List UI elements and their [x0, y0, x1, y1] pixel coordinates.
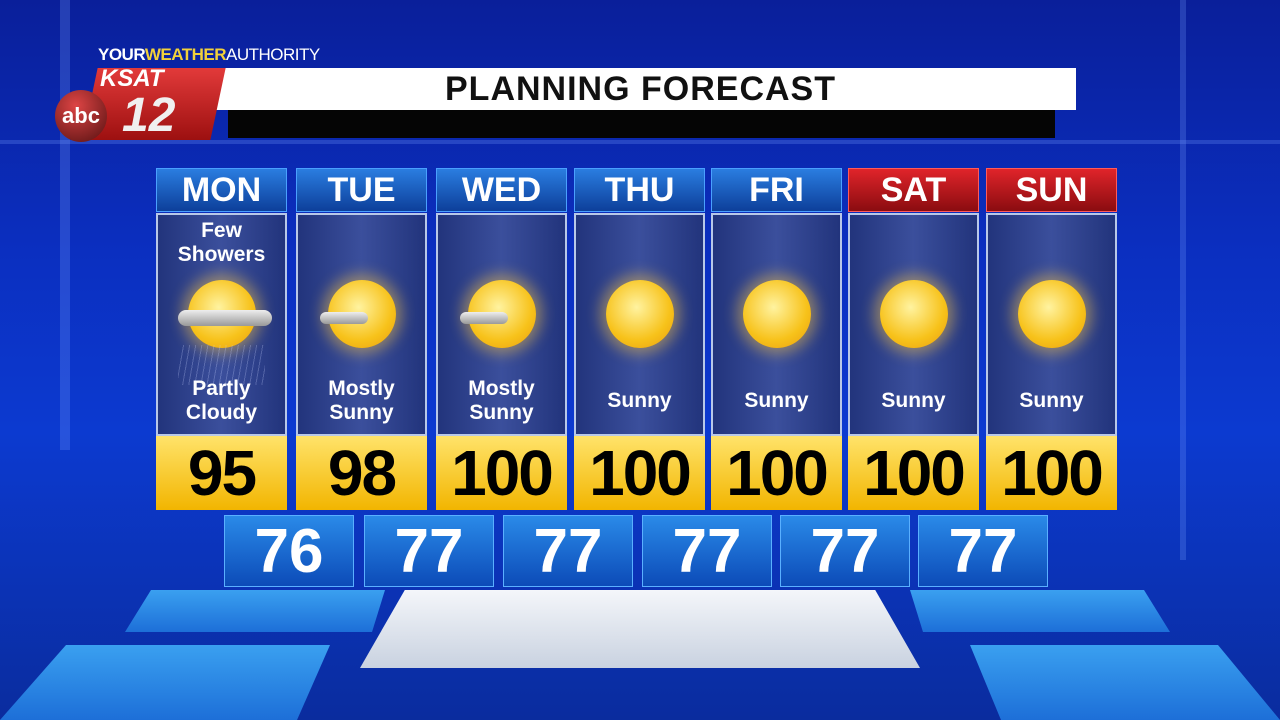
- condition-panel: Sunny: [711, 213, 842, 436]
- forecast-day-sat: SAT Sunny 100: [848, 168, 979, 510]
- day-header: THU: [574, 168, 705, 212]
- channel-number: 12: [122, 89, 176, 142]
- page-title: PLANNING FORECAST: [205, 68, 1076, 110]
- forecast-day-fri: FRI Sunny 100: [711, 168, 842, 510]
- day-header: SAT: [848, 168, 979, 212]
- floor-panel: [970, 645, 1280, 720]
- tagline-authority: AUTHORITY: [226, 45, 320, 64]
- high-temp: 100: [711, 436, 842, 510]
- condition-label: Sunny: [1019, 389, 1084, 412]
- background-stripe: [60, 0, 70, 450]
- condition-label: Sunny: [744, 389, 809, 412]
- low-temp: 77: [642, 515, 772, 587]
- background-stripe: [1180, 0, 1186, 560]
- rain-icon: [178, 345, 265, 385]
- low-temp: 77: [503, 515, 633, 587]
- background-stripe: [0, 140, 1280, 144]
- condition-panel: Few Showers Partly Cloudy: [156, 213, 287, 436]
- day-header: FRI: [711, 168, 842, 212]
- low-temp: 77: [780, 515, 910, 587]
- condition-panel: Sunny: [574, 213, 705, 436]
- condition-label: Mostly Sunny: [328, 377, 395, 424]
- condition-panel: Sunny: [986, 213, 1117, 436]
- tagline-your: YOUR: [98, 45, 145, 64]
- condition-text: Mostly Sunny: [438, 376, 565, 426]
- sun-icon: [1017, 280, 1086, 348]
- day-header: TUE: [296, 168, 427, 212]
- condition-label: Sunny: [881, 389, 946, 412]
- tagline: YOURWEATHERAUTHORITY: [98, 46, 320, 64]
- condition-text: Sunny: [713, 376, 840, 426]
- forecast-day-wed: WED Mostly Sunny 100: [436, 168, 567, 510]
- condition-label: Partly Cloudy: [185, 377, 258, 424]
- title-underbar: [228, 110, 1055, 138]
- low-temp: 77: [918, 515, 1048, 587]
- sun-icon: [605, 280, 674, 348]
- high-temp: 95: [156, 436, 287, 510]
- high-temp: 100: [436, 436, 567, 510]
- spotlight-floor: [360, 590, 920, 668]
- forecast-day-sun: SUN Sunny 100: [986, 168, 1117, 510]
- secondary-condition: Few Showers: [177, 219, 266, 266]
- high-temp: 100: [986, 436, 1117, 510]
- forecast-day-tue: TUE Mostly Sunny 98: [296, 168, 427, 510]
- condition-panel: Sunny: [848, 213, 979, 436]
- forecast-day-thu: THU Sunny 100: [574, 168, 705, 510]
- high-temp: 98: [296, 436, 427, 510]
- tagline-weather: WEATHER: [144, 45, 227, 64]
- condition-panel: Mostly Sunny: [296, 213, 427, 436]
- condition-text: Sunny: [988, 376, 1115, 426]
- sun-icon: [742, 280, 811, 348]
- condition-text: Partly Cloudy: [158, 376, 285, 426]
- condition-label: Sunny: [607, 389, 672, 412]
- floor-panel: [125, 590, 385, 632]
- condition-panel: Mostly Sunny: [436, 213, 567, 436]
- day-header: MON: [156, 168, 287, 212]
- sun-icon: [879, 280, 948, 348]
- low-temp: 77: [364, 515, 494, 587]
- condition-text: Mostly Sunny: [298, 376, 425, 426]
- cloud-icon: [460, 312, 508, 324]
- condition-label: Mostly Sunny: [468, 377, 535, 424]
- condition-text: Sunny: [576, 376, 703, 426]
- day-header: SUN: [986, 168, 1117, 212]
- network-logo: abc: [55, 90, 107, 142]
- low-temp: 76: [224, 515, 354, 587]
- floor-panel: [910, 590, 1170, 632]
- high-temp: 100: [848, 436, 979, 510]
- condition-text: Sunny: [850, 376, 977, 426]
- station-name: KSAT: [100, 65, 164, 92]
- day-header: WED: [436, 168, 567, 212]
- high-temp: 100: [574, 436, 705, 510]
- floor-panel: [0, 645, 330, 720]
- cloud-icon: [320, 312, 368, 324]
- forecast-day-mon: MON Few Showers Partly Cloudy 95: [156, 168, 287, 510]
- cloud-icon: [178, 310, 272, 326]
